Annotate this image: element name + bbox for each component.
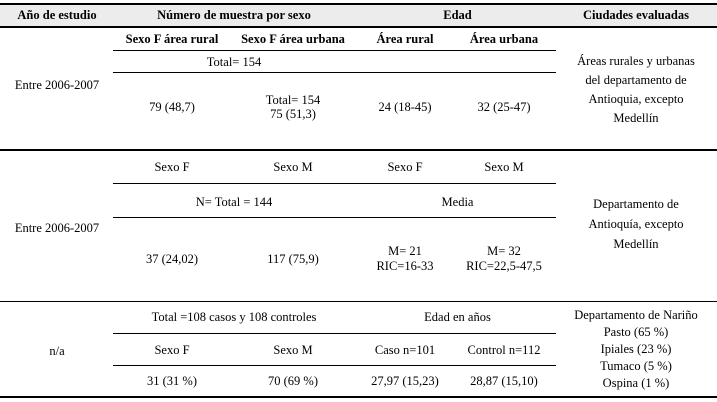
col-header-age: Edad: [443, 8, 472, 22]
s3-value-sexo-m: 70 (69 %): [268, 374, 318, 388]
rule-s2-end: [0, 300, 717, 302]
s1-subheader-area-rural: Área rural: [376, 32, 434, 46]
col-header-sample: Número de muestra por sexo: [157, 8, 311, 22]
col-header-year: Año de estudio: [17, 8, 97, 22]
s3-value-control: 28,87 (15,10): [470, 374, 538, 388]
s2-total-row: N= Total = 144: [195, 195, 273, 209]
rule-s1-total: [113, 71, 556, 73]
s2-subheader-age-sexo-m: Sexo M: [484, 160, 524, 174]
s1-value-age-rural: 24 (18-45): [378, 100, 432, 114]
table-header-band: [0, 4, 717, 26]
s2-subheader-sexo-m: Sexo M: [273, 160, 313, 174]
s3-subheader-caso: Caso n=101: [374, 343, 436, 357]
s1-subheader-area-urbana: Área urbana: [469, 32, 539, 46]
s1-cities: Áreas rurales y urbanas del departamento…: [577, 54, 695, 125]
s2-value-age-f: M= 21 RIC=16-33: [376, 244, 434, 273]
rule-top: [0, 3, 717, 5]
rule-bottom: [0, 396, 717, 398]
s2-value-sexo-f: 37 (24,02): [145, 252, 199, 266]
s1-total-row: Total= 154: [206, 55, 262, 69]
rule-s3-total: [113, 332, 556, 334]
rule-s1-subheader: [113, 50, 556, 51]
s2-value-sexo-m: 117 (75,9): [267, 252, 319, 266]
s1-subheader-sexo-f-rural: Sexo F área rural: [125, 32, 219, 46]
rule-s1-end: [0, 149, 717, 151]
s2-subheader-sexo-f: Sexo F: [154, 160, 190, 174]
s2-subheader-age-sexo-f: Sexo F: [387, 160, 423, 174]
s3-total-row: Total =108 casos y 108 controles: [151, 310, 317, 324]
s1-value-f-urbana: Total= 154 75 (51,3): [265, 93, 321, 121]
s1-subheader-sexo-f-urbana: Sexo F área urbana: [241, 32, 345, 46]
rule-header-bottom: [0, 26, 717, 28]
s2-year-label: Entre 2006-2007: [14, 221, 100, 235]
s2-value-age-m: M= 32 RIC=22,5-47,5: [466, 244, 542, 273]
s3-subheader-control: Control n=112: [467, 343, 541, 357]
s1-value-f-rural: 79 (48,7): [149, 100, 195, 114]
rule-s3-subheader: [113, 364, 556, 366]
s2-media-row: Media: [441, 195, 474, 209]
s3-subheader-sexo-f: Sexo F: [154, 343, 190, 357]
s1-value-age-urbana: 32 (25-47): [477, 100, 531, 114]
col-header-cities: Ciudades evaluadas: [583, 8, 689, 22]
s3-subheader-sexo-m: Sexo M: [273, 343, 313, 357]
rule-s2-subheader: [113, 182, 556, 184]
s3-year-label: n/a: [49, 344, 65, 358]
s3-value-caso: 27,97 (15,23): [371, 374, 439, 388]
s1-year-label: Entre 2006-2007: [14, 78, 100, 92]
s3-cities: Departamento de Nariño Pasto (65 %) Ipia…: [574, 308, 698, 390]
s3-value-sexo-f: 31 (31 %): [147, 374, 197, 388]
s2-cities: Departamento de Antioquía, excepto Medel…: [588, 197, 684, 251]
rule-s2-total: [113, 216, 556, 218]
s3-age-span-row: Edad en años: [424, 310, 491, 324]
